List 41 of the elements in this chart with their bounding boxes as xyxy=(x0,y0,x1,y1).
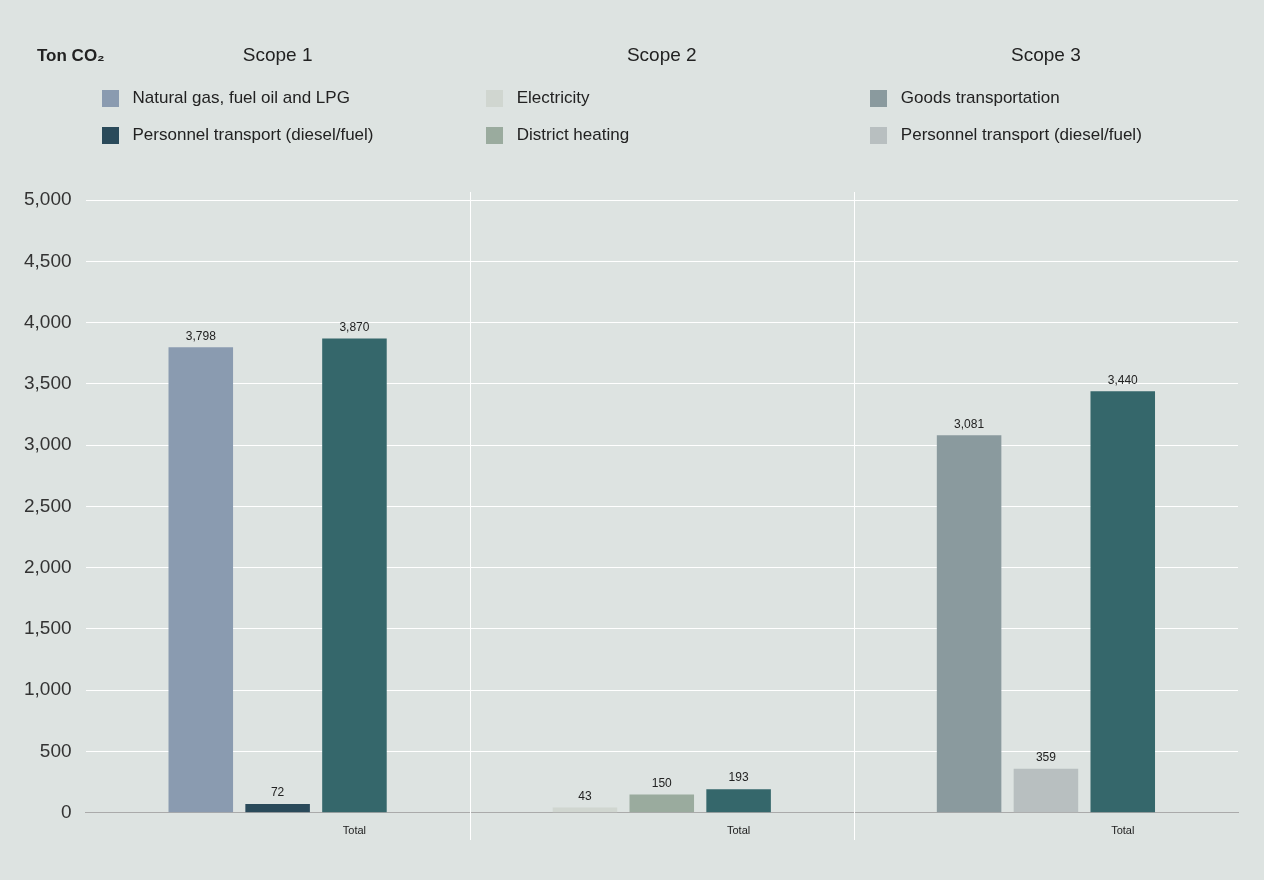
y-tick-label: 0 xyxy=(60,801,72,823)
bar xyxy=(322,338,387,813)
data-label: 359 xyxy=(1035,750,1057,765)
data-label: 3,870 xyxy=(339,319,370,334)
legend-label: Natural gas, fuel oil and LPG xyxy=(132,88,350,108)
y-tick-label: 500 xyxy=(39,739,72,761)
data-label: 72 xyxy=(270,785,285,800)
y-tick-label: 3,000 xyxy=(24,433,72,455)
data-label: 150 xyxy=(651,775,673,790)
y-tick-label: 5,000 xyxy=(24,188,72,210)
y-tick-label: 2,000 xyxy=(24,555,72,577)
legend-label: Personnel transport (diesel/fuel) xyxy=(132,125,374,145)
y-tick-label: 1,500 xyxy=(24,617,72,639)
y-tick-label: 3,500 xyxy=(24,372,72,394)
data-label: 193 xyxy=(728,770,749,785)
x-tick-label: Total xyxy=(1111,824,1135,837)
y-tick-label: 2,500 xyxy=(24,494,72,516)
legend-label: Electricity xyxy=(516,88,590,108)
data-label: 3,081 xyxy=(954,416,985,431)
bar xyxy=(936,435,1002,813)
bar xyxy=(1013,768,1079,813)
text: Scope 1 xyxy=(242,44,313,66)
data-label: 3,798 xyxy=(185,328,217,343)
bar xyxy=(1090,391,1156,813)
legend-label: Goods transportation xyxy=(900,88,1060,108)
bar xyxy=(245,803,310,813)
legend-label: Personnel transport (diesel/fuel) xyxy=(900,125,1142,145)
text: Scope 2 xyxy=(626,44,697,66)
text: Scope 3 xyxy=(1011,44,1081,66)
text: Ton CO₂ xyxy=(37,46,105,66)
bar xyxy=(629,794,695,813)
bar xyxy=(168,347,234,813)
y-tick-label: 4,500 xyxy=(24,249,72,271)
x-tick-label: Total xyxy=(342,824,367,837)
x-tick-label: Total xyxy=(726,824,751,837)
data-label: 43 xyxy=(578,788,592,803)
data-label: 3,440 xyxy=(1107,372,1139,387)
y-tick-label: 4,000 xyxy=(24,310,72,332)
legend-label: District heating xyxy=(516,125,630,145)
y-tick-label: 1,000 xyxy=(24,678,72,700)
bar xyxy=(706,789,771,813)
